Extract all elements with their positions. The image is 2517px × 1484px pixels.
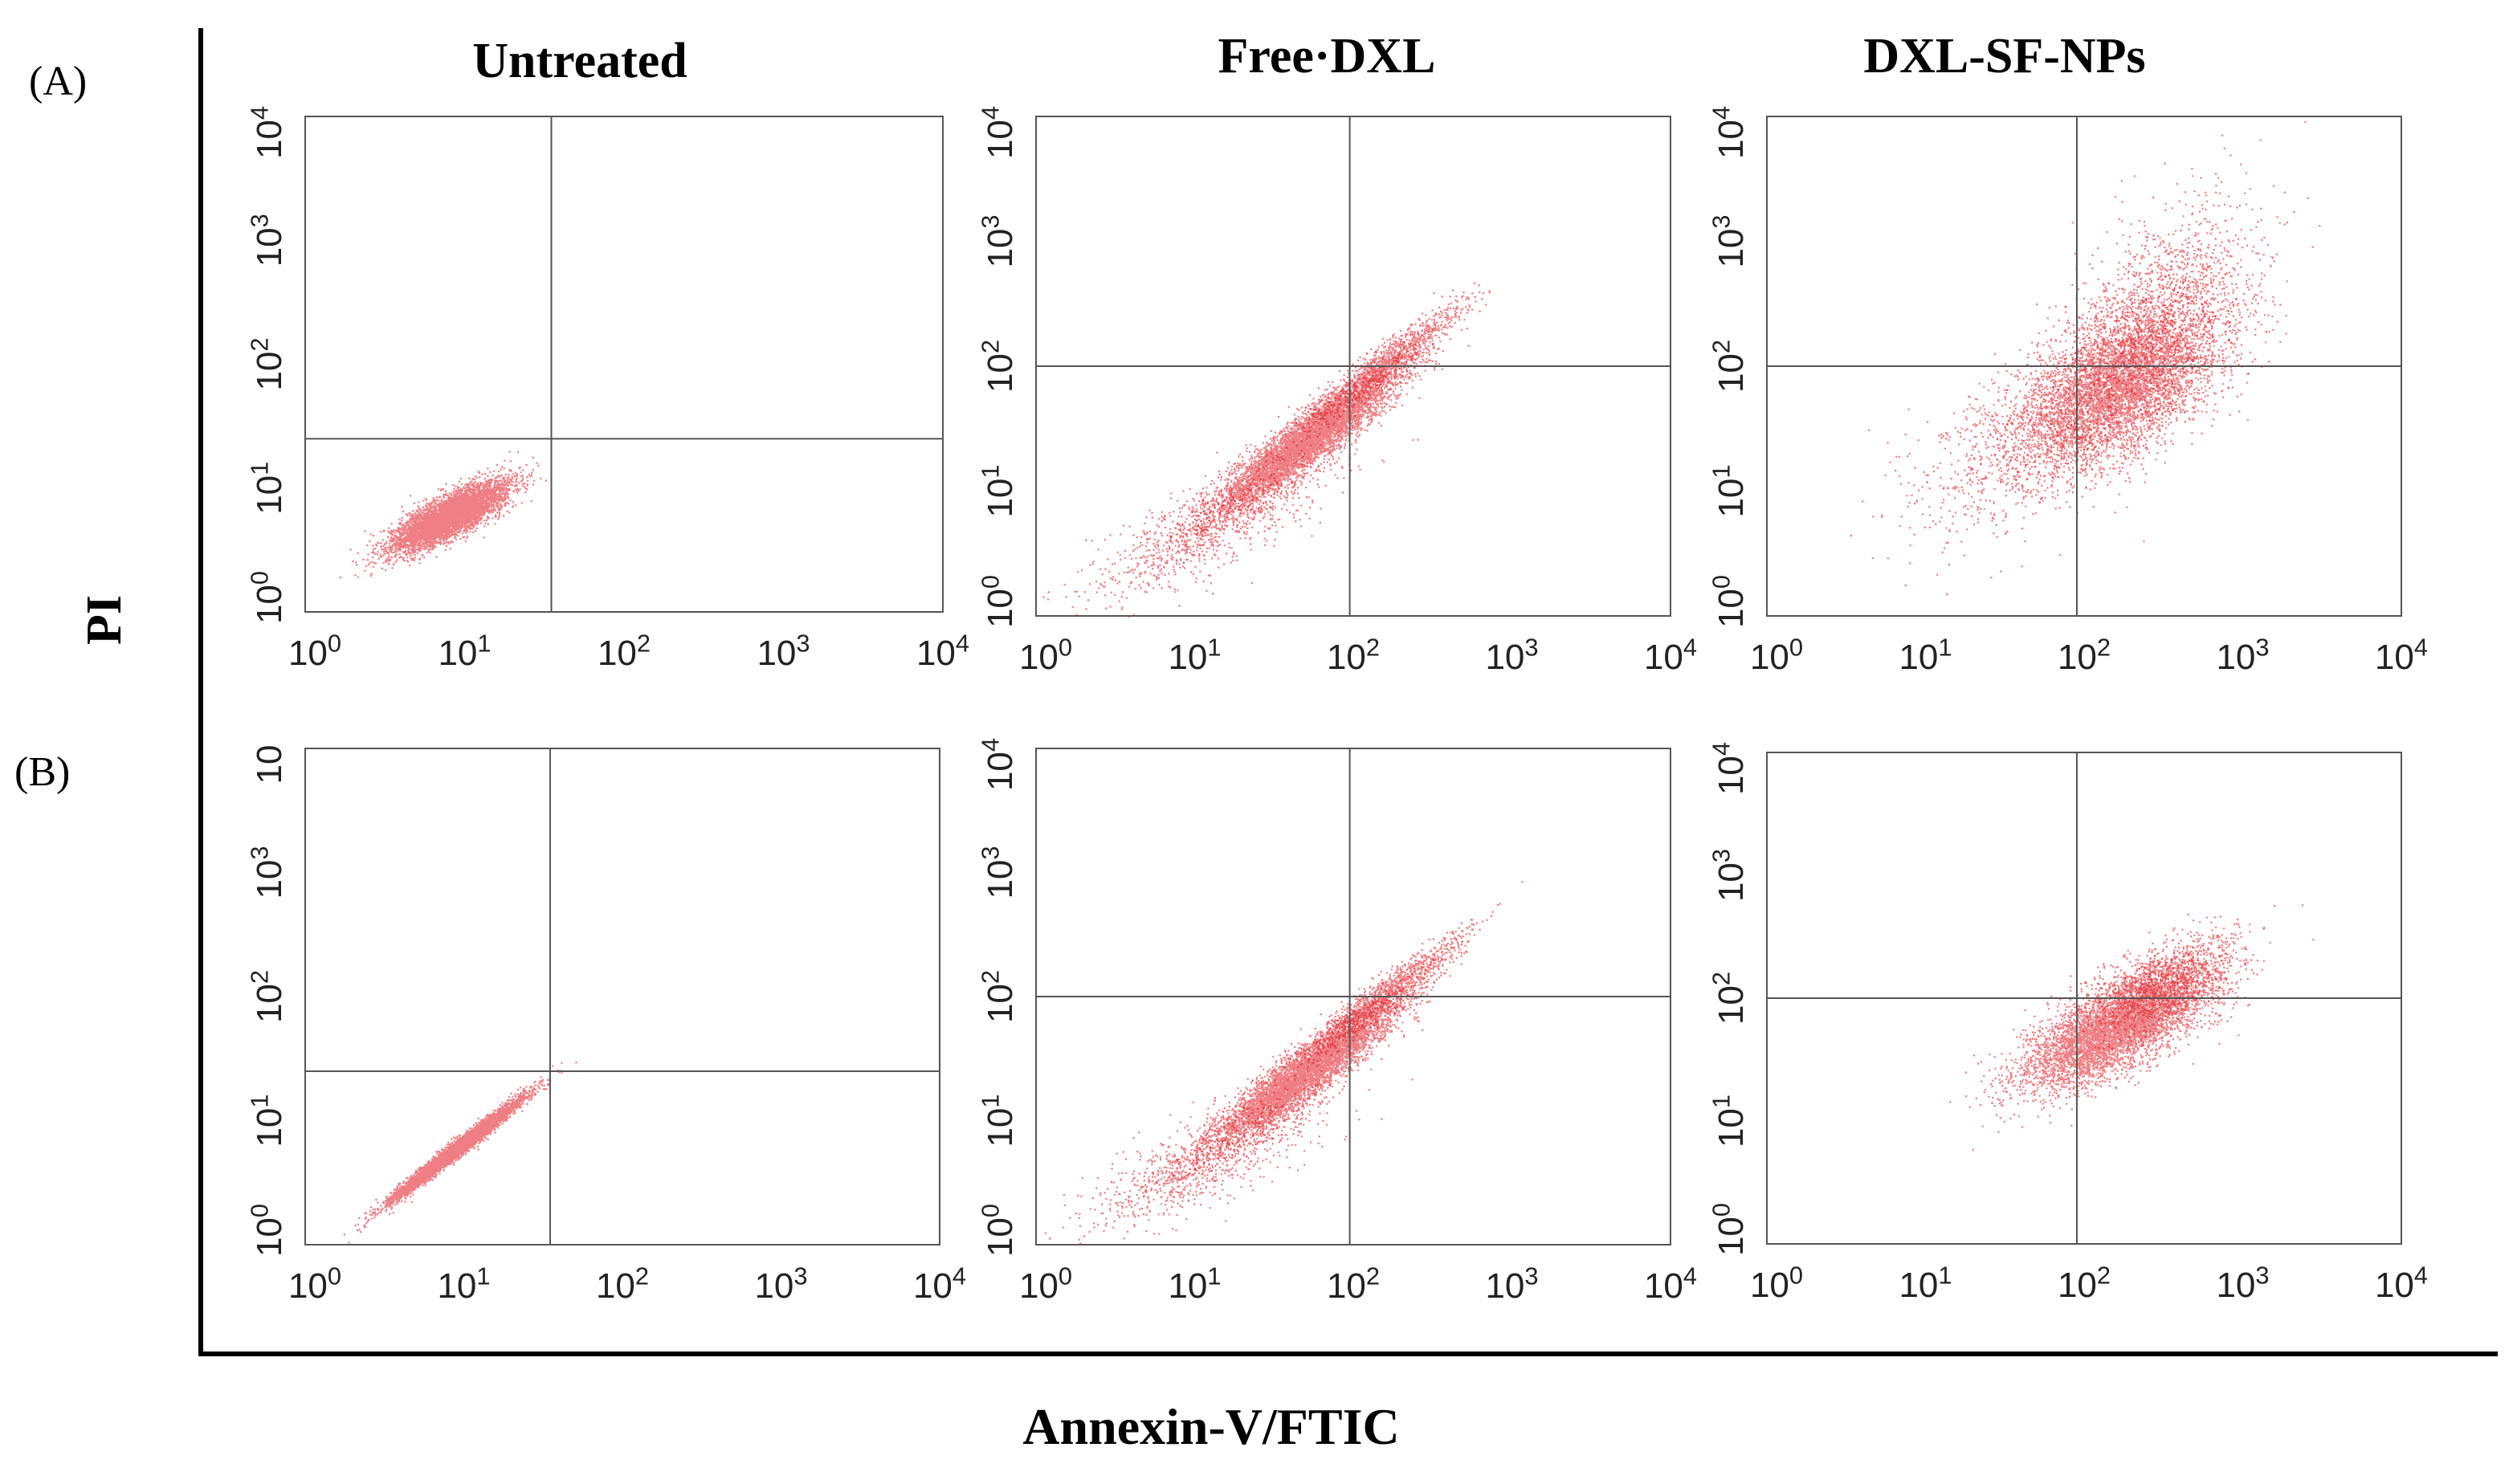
y-tick-label: 102 bbox=[245, 337, 289, 390]
x-tick-label: 104 bbox=[1644, 633, 1697, 677]
x-tick-label: 102 bbox=[1327, 633, 1380, 677]
x-tick-label: 103 bbox=[754, 1262, 807, 1306]
y-tick-label: 103 bbox=[245, 214, 289, 267]
y-tick-label: 104 bbox=[976, 738, 1020, 791]
y-tick-label: 104 bbox=[245, 106, 289, 159]
x-tick-label: 101 bbox=[438, 629, 491, 673]
y-axis-title: PI bbox=[77, 595, 132, 645]
y-tick-label: 101 bbox=[245, 1094, 289, 1147]
scatter-points bbox=[343, 1062, 577, 1244]
row-label-b: (B) bbox=[14, 749, 70, 795]
scatter-points bbox=[1949, 904, 2315, 1152]
scatter-cluster-2 bbox=[1042, 412, 1419, 618]
scatter-cluster-0 bbox=[343, 1062, 577, 1244]
y-tick-label: 100 bbox=[1707, 575, 1751, 628]
panel-a-untreated: 100 101 102 103 104 100 101 102 103 104 bbox=[245, 106, 969, 673]
x-tick-label: 102 bbox=[596, 1262, 649, 1306]
y-tick-label: 101 bbox=[976, 464, 1020, 517]
scatter-points bbox=[1044, 881, 1524, 1245]
panel-b-free-dxl: 100 101 102 103 104 100 101 102 103 104 bbox=[976, 738, 1697, 1306]
x-tick-label: 102 bbox=[2058, 1261, 2111, 1305]
y-tick-label: 102 bbox=[245, 970, 289, 1023]
y-tick-label: 104 bbox=[1707, 742, 1751, 795]
panel-a-dxl-sf-nps: 100 101 102 103 104 100 101 102 103 104 bbox=[1707, 106, 2428, 677]
x-tick-label: 100 bbox=[1750, 633, 1803, 677]
panel-b-untreated: 100 101 102 103 104 10 103 102 101 100 bbox=[245, 745, 966, 1306]
y-tick-label: 102 bbox=[976, 340, 1020, 393]
x-tick-label: 101 bbox=[1899, 633, 1952, 677]
x-tick-label: 101 bbox=[1899, 1261, 1952, 1305]
y-tick-label: 103 bbox=[1707, 214, 1751, 267]
column-title-dxl-sf-nps: DXL-SF-NPs bbox=[1863, 29, 2145, 84]
y-tick-label: 102 bbox=[1707, 972, 1751, 1025]
scatter-points bbox=[1042, 282, 1491, 618]
scatter-cluster-1 bbox=[2017, 120, 2321, 498]
y-tick-label: 101 bbox=[1707, 1095, 1751, 1148]
x-tick-label: 104 bbox=[913, 1262, 966, 1306]
row-label-a: (A) bbox=[29, 59, 87, 104]
x-tick-label: 100 bbox=[1750, 1261, 1803, 1305]
x-axis-title: Annexin-V/FTIC bbox=[1022, 1398, 1399, 1455]
x-tick-label: 103 bbox=[757, 629, 810, 673]
x-tick-label: 103 bbox=[1485, 1262, 1538, 1306]
x-tick-label: 101 bbox=[1168, 633, 1221, 677]
y-tick-label: 103 bbox=[245, 846, 289, 899]
scatter-cluster-0 bbox=[1949, 926, 2315, 1152]
y-tick-label: 103 bbox=[976, 214, 1020, 267]
x-tick-label: 100 bbox=[288, 629, 341, 673]
panel-b-dxl-sf-nps: 100 101 102 103 104 100 101 102 103 104 bbox=[1707, 742, 2428, 1305]
y-tick-label: 101 bbox=[1707, 464, 1751, 517]
scatter-cluster-0 bbox=[339, 450, 547, 579]
x-tick-label: 103 bbox=[2216, 633, 2269, 677]
y-tick-label: 101 bbox=[245, 462, 289, 515]
y-tick-label: 104 bbox=[1707, 106, 1751, 159]
x-tick-label: 101 bbox=[437, 1262, 490, 1306]
plot-frame bbox=[304, 748, 940, 1246]
x-tick-label: 103 bbox=[1485, 633, 1538, 677]
x-tick-label: 104 bbox=[2375, 633, 2428, 677]
y-tick-label: 101 bbox=[976, 1094, 1020, 1147]
y-tick-label: 100 bbox=[245, 571, 289, 624]
y-tick-label: 100 bbox=[976, 1204, 1020, 1257]
x-tick-label: 104 bbox=[2375, 1261, 2428, 1305]
y-tick-label: 103 bbox=[976, 846, 1020, 899]
y-tick-label: 103 bbox=[1707, 849, 1751, 902]
column-title-free-dxl: Free·DXL bbox=[1218, 29, 1436, 84]
y-tick-label: 100 bbox=[245, 1204, 289, 1257]
x-tick-label: 104 bbox=[1644, 1262, 1697, 1306]
y-tick-label: 102 bbox=[976, 970, 1020, 1023]
x-tick-label: 102 bbox=[1327, 1262, 1380, 1306]
y-tick-label: 102 bbox=[1707, 340, 1751, 393]
x-tick-label: 104 bbox=[916, 629, 969, 673]
y-tick-label: 100 bbox=[1707, 1203, 1751, 1256]
x-tick-label: 101 bbox=[1168, 1262, 1221, 1306]
scatter-cluster-0 bbox=[1128, 933, 1471, 1204]
y-tick-label: 100 bbox=[976, 575, 1020, 628]
y-tick-label: 10 bbox=[250, 745, 289, 785]
y-tick-label: 104 bbox=[976, 106, 1020, 159]
scatter-points bbox=[1850, 120, 2321, 596]
x-tick-label: 102 bbox=[2058, 633, 2111, 677]
x-tick-label: 103 bbox=[2216, 1261, 2269, 1305]
x-tick-label: 100 bbox=[288, 1262, 341, 1306]
scatter-points bbox=[339, 450, 547, 579]
scatter-cluster-1 bbox=[1266, 282, 1491, 460]
panel-a-free-dxl: 100 101 102 103 104 100 101 102 103 104 bbox=[976, 106, 1697, 677]
x-tick-label: 100 bbox=[1019, 1262, 1072, 1306]
x-tick-label: 100 bbox=[1019, 633, 1072, 677]
scatter-cluster-2 bbox=[1044, 1037, 1414, 1245]
x-tick-label: 102 bbox=[598, 629, 651, 673]
column-title-untreated: Untreated bbox=[472, 34, 687, 88]
